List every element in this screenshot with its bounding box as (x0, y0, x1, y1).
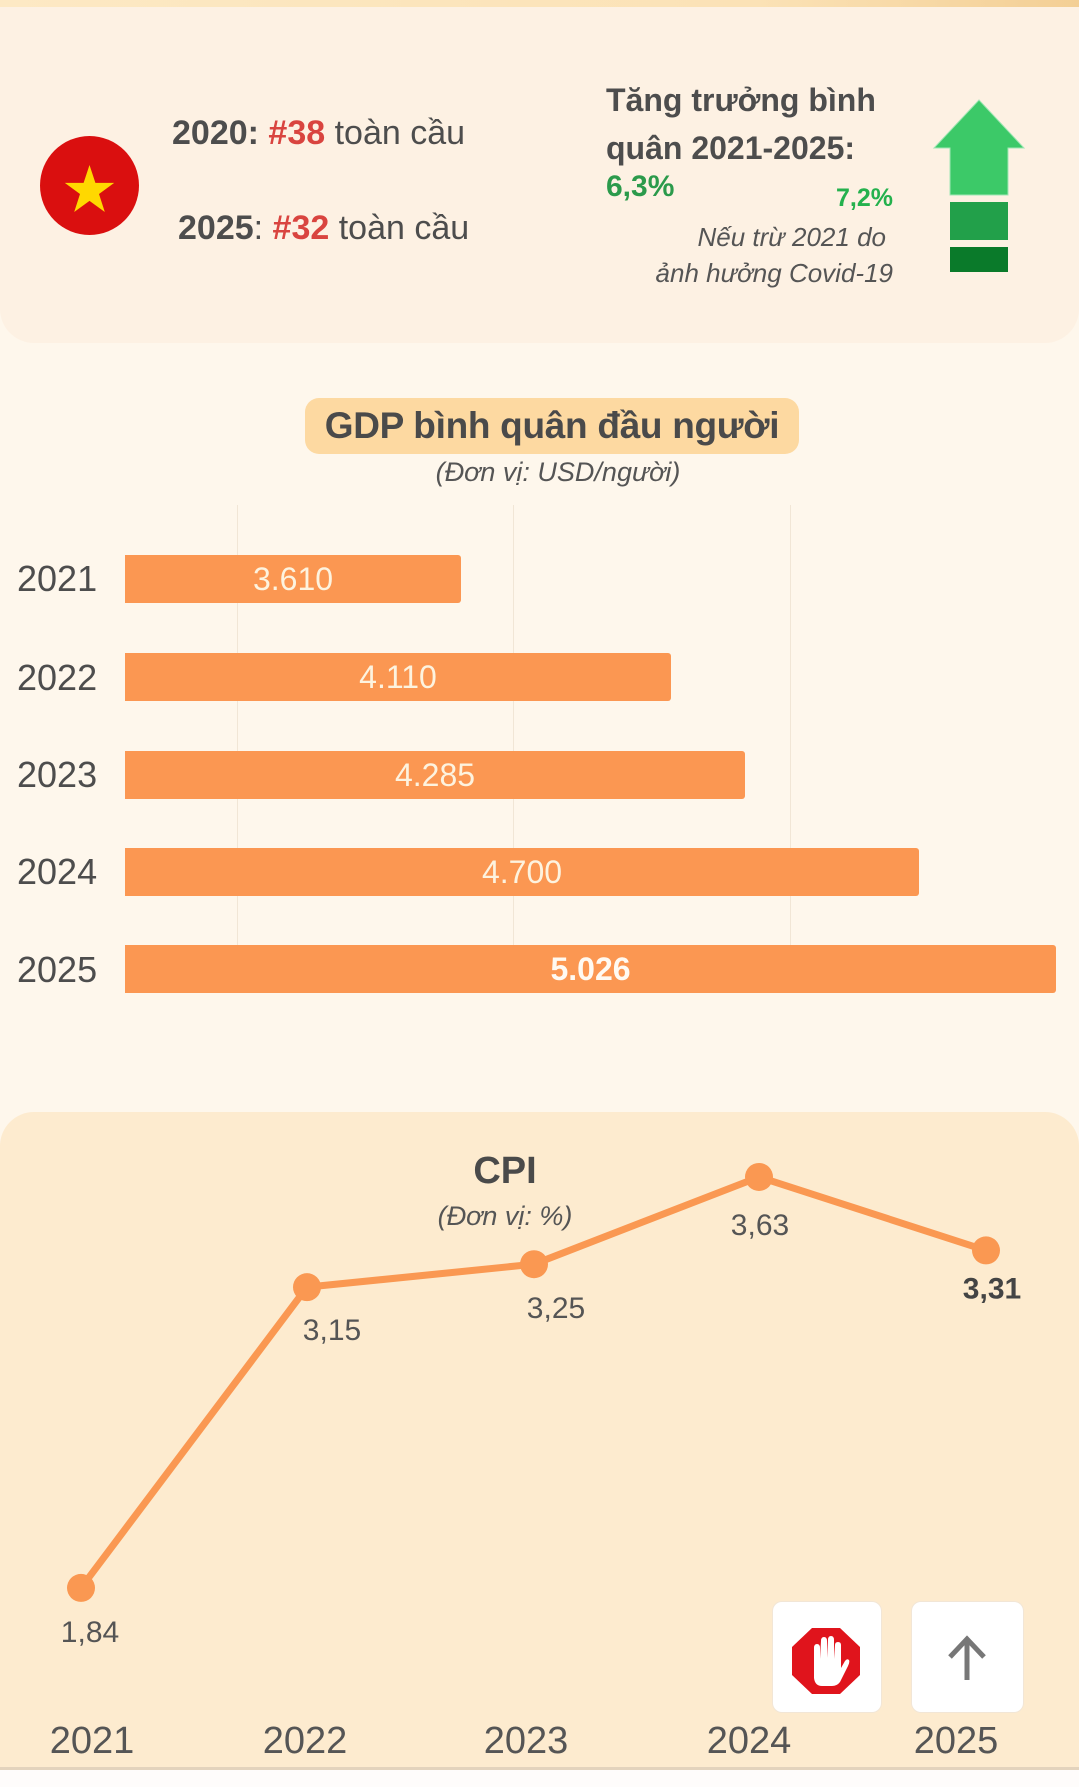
rank-2025-value: #32 (272, 209, 330, 247)
gdp-bar-value-label: 4.285 (394, 757, 476, 793)
gdp-chart-subtitle: (Đơn vị: USD/người) (435, 457, 681, 487)
note-line2: ảnh hưởng Covid-19 (655, 258, 893, 288)
gdp-bar-value-label: 4.700 (481, 854, 563, 890)
gdp-bar-2022: 4.110 (125, 653, 671, 701)
gdp-bar-2023: 4.285 (125, 751, 745, 799)
growth-title-line2: quân 2021-2025: (606, 130, 856, 166)
growth-up-arrow-icon (930, 98, 1026, 279)
cpi-x-tick-label: 2023 (483, 1720, 569, 1762)
growth-value: 6,3% (606, 170, 675, 203)
gdp-bar-2025: 5.026 (125, 945, 1056, 993)
stop-button[interactable] (773, 1602, 881, 1712)
gdp-gridline (513, 505, 514, 945)
bottom-divider (0, 1767, 1079, 1770)
rank-2020-colon: : (247, 114, 259, 152)
cpi-x-tick-label: 2021 (49, 1720, 135, 1762)
cpi-series-line (78, 1173, 988, 1591)
gdp-year-label: 2025 (17, 949, 98, 990)
cpi-data-label: 3,15 (303, 1314, 361, 1347)
rank-2020-suffix: toàn cầu (334, 114, 466, 152)
gdp-gridline (790, 505, 791, 945)
cpi-x-tick-label: 2024 (706, 1720, 792, 1762)
cpi-x-tick-label: 2022 (262, 1720, 348, 1762)
cpi-data-label: 1,84 (61, 1616, 119, 1649)
rank-2020-value: #38 (268, 114, 326, 152)
arrow-up-icon (948, 1635, 986, 1680)
gdp-year-label: 2023 (17, 754, 98, 795)
cpi-chart-title: CPI (473, 1150, 537, 1192)
gdp-title-pill: GDP bình quân đầu người (305, 398, 799, 454)
gdp-bar-2021: 3.610 (125, 555, 461, 603)
rank-2025: 2025: #32 toàn cầu (178, 211, 469, 245)
gdp-year-label: 2021 (17, 558, 98, 599)
gdp-year-label: 2022 (17, 657, 98, 698)
cpi-data-point (293, 1273, 321, 1302)
cpi-x-tick-label: 2025 (913, 1720, 999, 1762)
rank-2025-year: 2025 (178, 209, 254, 247)
top-strip (0, 0, 1079, 7)
note-line1: Nếu trừ 2021 do (697, 222, 887, 252)
rank-2025-suffix: toàn cầu (338, 209, 470, 247)
gdp-year-label: 2024 (17, 851, 98, 892)
scroll-to-top-button[interactable] (912, 1602, 1023, 1712)
cpi-data-point (67, 1573, 95, 1602)
gdp-bar-2024: 4.700 (125, 848, 919, 896)
gdp-bar-value-label: 4.110 (359, 659, 437, 695)
rank-2020: 2020: #38 toàn cầu (172, 116, 465, 150)
gdp-bar-value-label: 5.026 (550, 951, 631, 987)
growth-title: Tăng trưởng bình quân 2021-2025: (606, 76, 876, 172)
cpi-chart-subtitle: (Đơn vị: %) (437, 1201, 573, 1231)
bottom-bar (0, 1770, 1079, 1787)
cpi-data-point (972, 1236, 1000, 1265)
gdp-chart-title: GDP bình quân đầu người (324, 405, 780, 446)
cpi-data-label: 3,25 (527, 1292, 585, 1325)
header-card (0, 7, 1079, 343)
growth-value-excluding-2021: 7,2% (836, 184, 893, 212)
growth-title-line1: Tăng trưởng bình (606, 82, 876, 118)
cpi-data-label: 3,31 (963, 1272, 1021, 1305)
cpi-data-label: 3,63 (731, 1209, 789, 1242)
gdp-gridline (237, 505, 238, 945)
vietnam-flag-icon (40, 136, 139, 235)
rank-2020-year: 2020 (172, 114, 248, 152)
cpi-data-point (745, 1162, 773, 1191)
gdp-bar-value-label: 3.610 (252, 561, 334, 597)
stop-hand-icon (792, 1628, 860, 1694)
cpi-data-point (520, 1250, 548, 1279)
rank-2025-colon: : (253, 209, 264, 247)
